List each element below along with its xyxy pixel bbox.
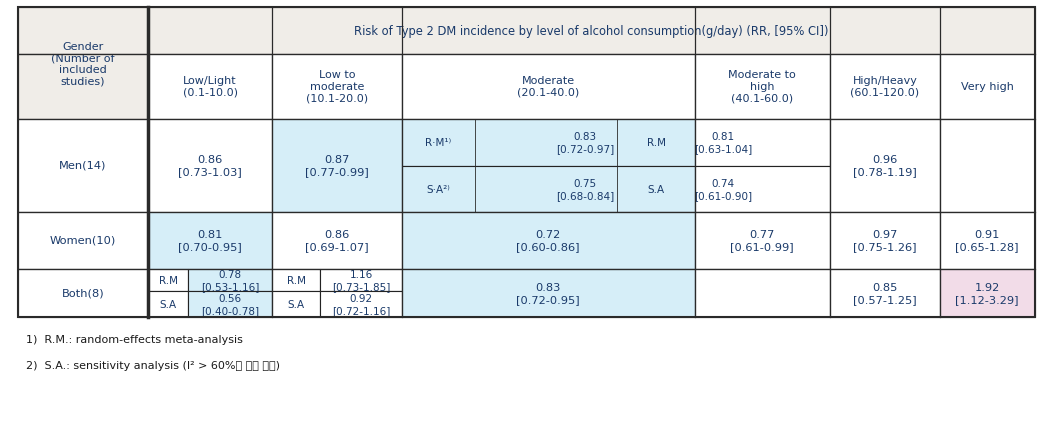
Text: High/Heavy
(60.1-120.0): High/Heavy (60.1-120.0) — [850, 76, 919, 98]
Bar — [272, 291, 320, 317]
Bar — [148, 269, 188, 291]
Bar — [148, 213, 272, 269]
Text: R.M: R.M — [286, 275, 306, 285]
Text: 0.81
[0.63-1.04]: 0.81 [0.63-1.04] — [694, 132, 752, 153]
Text: S.A: S.A — [648, 184, 664, 195]
Text: S.A: S.A — [287, 299, 305, 309]
Text: 0.97
[0.75-1.26]: 0.97 [0.75-1.26] — [853, 230, 917, 251]
Bar — [272, 269, 320, 291]
Text: Low to
moderate
(10.1-20.0): Low to moderate (10.1-20.0) — [306, 70, 368, 104]
Bar — [188, 291, 272, 317]
Bar — [188, 269, 272, 291]
Bar — [940, 269, 1035, 317]
Text: Moderate to
high
(40.1-60.0): Moderate to high (40.1-60.0) — [728, 70, 795, 104]
Text: 0.86
[0.73-1.03]: 0.86 [0.73-1.03] — [178, 155, 242, 176]
Bar — [18, 8, 1035, 317]
Bar — [402, 167, 695, 213]
Bar — [695, 55, 830, 120]
Text: R.M: R.M — [158, 275, 177, 285]
Bar — [18, 120, 148, 213]
Text: Low/Light
(0.1-10.0): Low/Light (0.1-10.0) — [182, 76, 238, 98]
Bar — [402, 55, 695, 120]
Bar — [320, 269, 402, 291]
Bar — [940, 120, 1035, 213]
Text: 0.74
[0.61-0.90]: 0.74 [0.61-0.90] — [694, 179, 752, 200]
Bar — [402, 269, 695, 317]
Bar — [148, 8, 1035, 55]
Text: 0.96
[0.78-1.19]: 0.96 [0.78-1.19] — [853, 155, 917, 176]
Bar — [402, 213, 695, 269]
Bar — [830, 120, 940, 213]
Text: 1.16
[0.73-1.85]: 1.16 [0.73-1.85] — [332, 270, 390, 291]
Text: 0.72
[0.60-0.86]: 0.72 [0.60-0.86] — [517, 230, 580, 251]
Bar — [148, 55, 272, 120]
Bar — [272, 55, 402, 120]
Text: 0.77
[0.61-0.99]: 0.77 [0.61-0.99] — [730, 230, 793, 251]
Bar — [18, 8, 148, 55]
Text: 0.85
[0.57-1.25]: 0.85 [0.57-1.25] — [853, 282, 917, 304]
Bar — [320, 291, 402, 317]
Bar — [272, 120, 402, 213]
Text: 0.87
[0.77-0.99]: 0.87 [0.77-0.99] — [305, 155, 369, 176]
Text: 0.78
[0.53-1.16]: 0.78 [0.53-1.16] — [201, 270, 259, 291]
Text: 1)  R.M.: random-effects meta-analysis: 1) R.M.: random-effects meta-analysis — [26, 334, 243, 344]
Text: 0.83
[0.72-0.95]: 0.83 [0.72-0.95] — [517, 282, 580, 304]
Bar — [940, 55, 1035, 120]
Text: 0.81
[0.70-0.95]: 0.81 [0.70-0.95] — [178, 230, 242, 251]
Text: 0.83
[0.72-0.97]: 0.83 [0.72-0.97] — [555, 132, 614, 153]
Text: 1.92
[1.12-3.29]: 1.92 [1.12-3.29] — [955, 282, 1019, 304]
Text: Women(10): Women(10) — [50, 236, 116, 245]
Bar — [695, 269, 830, 317]
Text: Risk of Type 2 DM incidence by level of alcohol consumption(g/day) (RR, [95% CI]: Risk of Type 2 DM incidence by level of … — [354, 24, 828, 37]
Bar — [695, 213, 830, 269]
Bar — [695, 120, 830, 167]
Text: Gender
(Number of
included
studies): Gender (Number of included studies) — [51, 41, 114, 86]
Text: S·A²⁾: S·A²⁾ — [427, 184, 450, 195]
Text: 0.91
[0.65-1.28]: 0.91 [0.65-1.28] — [955, 230, 1019, 251]
Bar — [148, 291, 188, 317]
Bar — [18, 269, 148, 317]
Text: 0.92
[0.72-1.16]: 0.92 [0.72-1.16] — [332, 294, 390, 315]
Bar — [148, 120, 272, 213]
Text: 0.75
[0.68-0.84]: 0.75 [0.68-0.84] — [555, 179, 614, 200]
Text: Moderate
(20.1-40.0): Moderate (20.1-40.0) — [517, 76, 580, 98]
Text: S.A: S.A — [159, 299, 176, 309]
Text: Men(14): Men(14) — [60, 161, 107, 170]
Bar — [272, 213, 402, 269]
Text: R.M: R.M — [647, 138, 665, 148]
Bar — [402, 120, 695, 167]
Bar — [940, 213, 1035, 269]
Bar — [830, 269, 940, 317]
Text: 2)  S.A.: sensitivity analysis (I² > 60%인 경우 수행): 2) S.A.: sensitivity analysis (I² > 60%인… — [26, 360, 280, 370]
Bar — [830, 213, 940, 269]
Bar — [695, 167, 830, 213]
Bar — [830, 55, 940, 120]
Text: Very high: Very high — [961, 82, 1013, 92]
Text: 0.56
[0.40-0.78]: 0.56 [0.40-0.78] — [201, 294, 259, 315]
Text: R·M¹⁾: R·M¹⁾ — [424, 138, 451, 148]
Text: 0.86
[0.69-1.07]: 0.86 [0.69-1.07] — [305, 230, 369, 251]
Bar — [18, 55, 148, 120]
Bar — [18, 213, 148, 269]
Text: Both(8): Both(8) — [62, 288, 105, 298]
